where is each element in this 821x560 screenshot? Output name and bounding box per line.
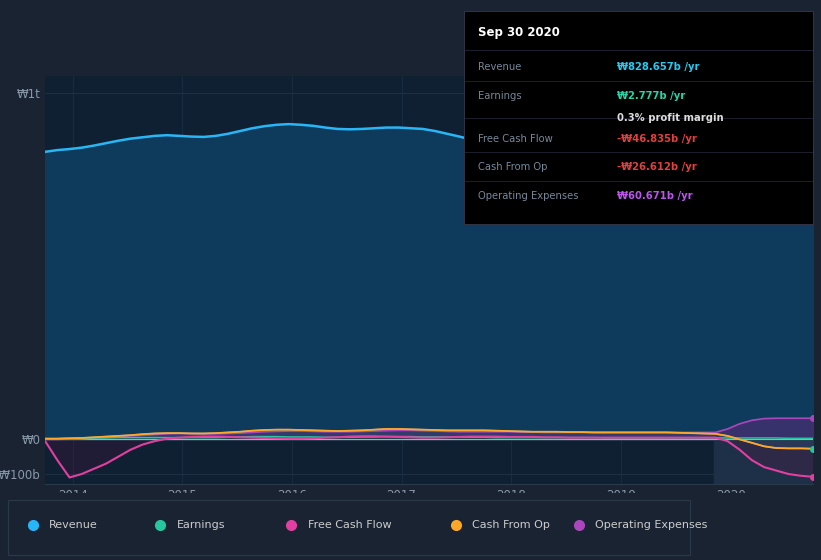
Text: Free Cash Flow: Free Cash Flow — [308, 520, 392, 530]
Text: -₩46.835b /yr: -₩46.835b /yr — [617, 134, 697, 144]
Bar — [714, 76, 813, 484]
Text: 0.3% profit margin: 0.3% profit margin — [617, 113, 724, 123]
Text: ₩60.671b /yr: ₩60.671b /yr — [617, 192, 693, 202]
Text: Sep 30 2020: Sep 30 2020 — [478, 26, 560, 39]
Text: -₩26.612b /yr: -₩26.612b /yr — [617, 161, 697, 171]
Text: Operating Expenses: Operating Expenses — [595, 520, 708, 530]
Text: ₩2.777b /yr: ₩2.777b /yr — [617, 91, 686, 101]
Text: Cash From Op: Cash From Op — [472, 520, 550, 530]
Text: Operating Expenses: Operating Expenses — [478, 192, 578, 202]
Text: Earnings: Earnings — [478, 91, 521, 101]
Text: Cash From Op: Cash From Op — [478, 161, 548, 171]
Text: ₩828.657b /yr: ₩828.657b /yr — [617, 62, 699, 72]
Text: Earnings: Earnings — [177, 520, 225, 530]
Text: Revenue: Revenue — [478, 62, 521, 72]
Text: Revenue: Revenue — [49, 520, 98, 530]
Text: Free Cash Flow: Free Cash Flow — [478, 134, 553, 144]
